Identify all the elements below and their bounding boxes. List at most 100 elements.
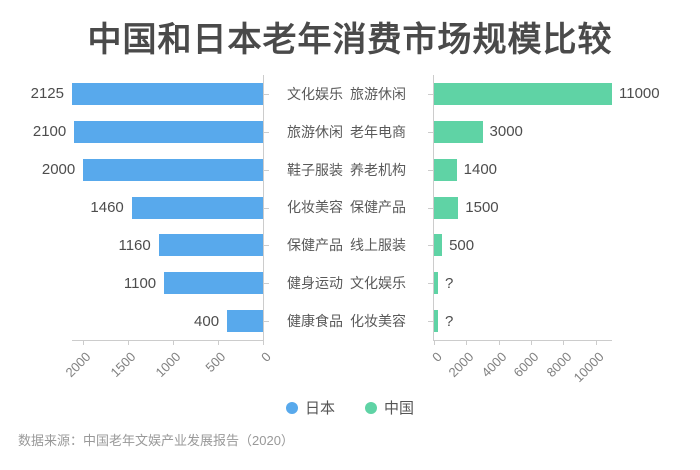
japan-bar[interactable]	[72, 82, 263, 105]
category-label-row: 化妆美容 保健产品	[264, 189, 432, 227]
japan-bar[interactable]	[74, 120, 263, 143]
category-label-row: 文化娱乐 旅游休闲	[264, 75, 432, 113]
china-bar[interactable]	[434, 196, 459, 219]
china-value-label: 500	[449, 236, 475, 254]
data-source-note: 数据来源：中国老年文娱产业发展报告（2020）	[18, 433, 294, 448]
category-label-row: 保健产品 线上服装	[264, 226, 432, 264]
japan-category-label: 化妆美容	[287, 199, 343, 216]
china-bar-row: 1400	[428, 151, 612, 189]
category-axis-tick	[428, 131, 433, 133]
category-axis-tick	[428, 245, 433, 247]
x-axis-tick	[531, 340, 533, 345]
china-bar-row: 3000	[428, 113, 612, 151]
x-axis-tick-label: 0	[428, 349, 445, 365]
japan-bar[interactable]	[158, 234, 263, 257]
category-label-row: 旅游休闲 老年电商	[264, 113, 432, 151]
japan-bar-row: 2100	[33, 113, 269, 151]
china-value-label: ?	[445, 274, 454, 292]
japan-category-label: 旅游休闲	[287, 123, 343, 140]
china-value-label: 1400	[463, 161, 498, 179]
x-axis-tick	[595, 340, 597, 345]
japan-category-label: 文化娱乐	[287, 85, 343, 102]
category-label-row: 健身运动 文化娱乐	[264, 264, 432, 302]
china-category-label: 文化娱乐	[350, 275, 406, 292]
category-axis-tick	[264, 245, 269, 247]
japan-value-label: 1100	[123, 274, 157, 292]
china-category-label: 旅游休闲	[350, 85, 406, 102]
category-axis-tick	[428, 93, 433, 95]
x-axis-tick-label: 4000	[478, 349, 510, 381]
china-category-label: 保健产品	[350, 199, 406, 216]
x-axis-tick	[563, 340, 565, 345]
x-axis-tick	[173, 340, 175, 345]
china-category-label: 养老机构	[350, 161, 406, 178]
japan-category-label: 健康食品	[287, 312, 343, 329]
china-bar[interactable]	[434, 272, 438, 295]
japan-bar[interactable]	[131, 196, 263, 219]
japan-bar[interactable]	[164, 272, 263, 295]
japan-value-label: 1160	[118, 236, 151, 254]
category-axis-tick	[428, 283, 433, 285]
x-axis-tick-label: 10000	[570, 349, 607, 386]
x-axis-tick-label: 1000	[152, 349, 184, 381]
japan-value-label: 1460	[90, 199, 124, 216]
chart-title: 中国和日本老年消费市场规模比较	[87, 21, 613, 59]
china-plot: 11000 3000 1400 1500 500?? 0 2000 4000 6000 8000…	[428, 75, 660, 385]
japan-bar-row: 1160	[72, 226, 269, 264]
china-bar[interactable]	[434, 120, 483, 143]
x-axis-tick	[263, 340, 264, 345]
japan-value-label: 2000	[41, 161, 76, 179]
x-axis-tick-label: 8000	[543, 349, 575, 381]
china-category-label: 化妆美容	[350, 312, 406, 329]
china-bar-row: ?	[428, 264, 612, 302]
china-bar[interactable]	[434, 82, 612, 105]
category-axis-tick	[264, 131, 269, 133]
china-bar-row: ?	[428, 302, 612, 340]
category-axis-tick	[264, 283, 269, 285]
x-axis-tick	[498, 340, 500, 345]
japan-value-label: 400	[194, 312, 220, 330]
x-axis-tick-label: 2000	[62, 349, 94, 381]
category-axis-tick	[428, 169, 433, 171]
x-axis-tick	[128, 340, 130, 345]
japan-category-label: 鞋子服装	[287, 161, 343, 178]
china-bar-row: 500	[428, 226, 612, 264]
japan-plot-rows: 2125 2100 2000 1460 1160 1100 400	[31, 75, 269, 340]
china-bar[interactable]	[434, 234, 443, 257]
x-axis-tick-label: 2000	[445, 349, 477, 381]
category-rows: 文化娱乐 旅游休闲 旅游休闲 老年电商 鞋子服装 养老机构 化妆美容 保健产品 保健产品 线上服装…	[264, 75, 432, 340]
china-legend-label: 中国	[384, 400, 415, 417]
x-axis-tick	[83, 340, 85, 345]
japan-legend-label: 日本	[304, 400, 335, 417]
japan-category-label: 健身运动	[287, 275, 343, 292]
china-value-label: 3000	[489, 123, 523, 141]
china-category-label: 线上服装	[350, 237, 406, 254]
x-axis-tick	[434, 340, 435, 345]
china-value-label: ?	[445, 312, 454, 330]
legend-item-china[interactable]: 中国	[365, 397, 414, 418]
x-axis-tick	[218, 340, 220, 345]
japan-bar[interactable]	[227, 310, 263, 333]
china-plot-rows: 11000 3000 1400 1500 500??	[428, 75, 660, 340]
japan-plot: 2125 2100 2000 1460 1160 1100 400 2000 1500 1000…	[31, 75, 274, 380]
category-axis-tick	[264, 321, 269, 323]
japan-bar-row: 2125	[31, 75, 269, 113]
japan-value-label: 2100	[32, 123, 67, 141]
legend-item-japan[interactable]: 日本	[285, 397, 335, 418]
japan-bar[interactable]	[83, 158, 263, 181]
china-bar[interactable]	[434, 158, 457, 181]
x-axis-tick-label: 500	[202, 349, 229, 375]
japan-legend-dot-icon	[285, 401, 298, 414]
category-axis-tick	[428, 321, 433, 323]
china-legend-dot-icon	[365, 401, 377, 414]
china-value-label: 1500	[465, 199, 499, 216]
x-axis-tick	[466, 340, 468, 345]
china-bar[interactable]	[434, 310, 438, 333]
japan-bar-row: 1100	[72, 264, 269, 302]
x-axis-tick-label: 1500	[107, 349, 139, 381]
category-label-row: 健康食品 化妆美容	[264, 302, 432, 340]
x-axis-tick-label: 6000	[510, 349, 542, 381]
category-axis-tick	[264, 169, 269, 171]
japan-bar-row: 1460	[72, 189, 269, 227]
